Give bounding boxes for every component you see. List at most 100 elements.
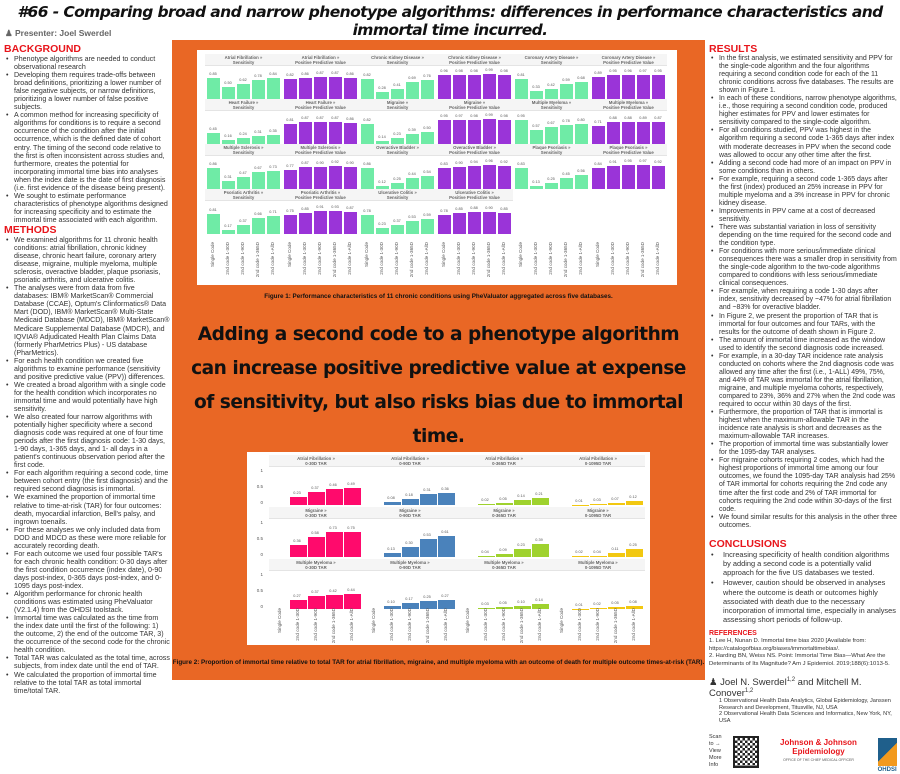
bar-value-label: 0.73 xyxy=(323,526,343,530)
x-tick-label: 2nd code 1-365D xyxy=(425,608,430,644)
bar-value-label: 0.39 xyxy=(529,538,549,542)
bar xyxy=(344,167,357,190)
reference-1: 1. Lee H, Nunan D. Immortal time bias 20… xyxy=(709,638,897,653)
x-tick-label: Single Code xyxy=(595,242,600,278)
x-tick-label: 2nd code 1-90D xyxy=(394,242,399,278)
y-tick-label: 1 xyxy=(253,520,263,525)
x-tick-label: Single Code xyxy=(277,608,282,644)
bar xyxy=(560,84,573,99)
bullet-item: For each outcome we used four possible T… xyxy=(4,550,170,590)
bar xyxy=(515,168,528,189)
bar-value-label: 0.21 xyxy=(529,492,549,496)
bar xyxy=(453,167,466,190)
bar-value-label: 0.78 xyxy=(357,209,377,213)
jj-logo-subtext: OFFICE OF THE CHIEF MEDICAL OFFICER xyxy=(765,756,871,765)
x-tick-label: 2nd code 1-AllD xyxy=(443,608,448,644)
panel-header: Psoriatic Arthritis »Positive Predictive… xyxy=(282,189,359,201)
bar xyxy=(652,122,665,144)
bar xyxy=(222,181,235,189)
bar xyxy=(384,502,401,505)
bar-value-label: 0.37 xyxy=(233,219,253,223)
bar-value-label: 0.45 xyxy=(203,127,223,131)
x-tick-label: Single Code xyxy=(465,608,470,644)
bar xyxy=(532,498,549,505)
bar xyxy=(530,186,543,189)
authors: ♟ Joel N. Swerdel1,2 and Mitchell M. Con… xyxy=(709,676,897,698)
panel-header: Atrial Fibrillation »0-365D TAR xyxy=(457,455,551,467)
bar xyxy=(252,136,265,144)
ohdsi-logo: OHDSI xyxy=(878,738,897,766)
bullet-item: We sought to estimate performance charac… xyxy=(4,192,170,224)
bar xyxy=(652,75,665,99)
x-tick-label: 2nd code 1-30D xyxy=(483,608,488,644)
bullet-item: We examined the proportion of immortal t… xyxy=(4,493,170,525)
bullet-item: We examined algorithms for 11 chronic he… xyxy=(4,236,170,284)
x-tick-label: 2nd code 1-AllD xyxy=(347,242,352,278)
bar-value-label: 0.87 xyxy=(648,116,668,120)
x-tick-label: 2nd code 1-365D xyxy=(486,242,491,278)
bar-value-label: 0.03 xyxy=(587,498,607,502)
presenter-name: Presenter: Joel Swerdel xyxy=(15,28,111,38)
bar xyxy=(326,532,343,557)
right-column: RESULTS In the first analysis, we estima… xyxy=(709,43,897,769)
bar xyxy=(314,167,327,190)
bar xyxy=(515,79,528,99)
bar-value-label: 0.47 xyxy=(233,171,253,175)
bar-value-label: 0.75 xyxy=(341,526,361,530)
y-tick-label: 0.5 xyxy=(253,588,263,593)
footer-logos: Scan to → View More Info Johnson & Johns… xyxy=(709,734,897,769)
bar xyxy=(406,82,419,99)
bullet-item: There was substantial variation in loss … xyxy=(709,224,897,248)
panel-tar: 0-90D TAR xyxy=(363,461,457,466)
bar xyxy=(284,215,297,234)
author-2-affil: 1,2 xyxy=(745,688,753,694)
panel-tar: 0-30D TAR xyxy=(269,513,363,518)
bar xyxy=(326,489,343,505)
bar xyxy=(592,126,605,144)
x-tick-label: 2nd code 1-90D xyxy=(625,242,630,278)
x-tick-label: Single Code xyxy=(559,608,564,644)
bar xyxy=(308,492,325,505)
bar-value-label: 0.35 xyxy=(263,129,283,133)
x-tick-label: 2nd code 1-AllD xyxy=(424,242,429,278)
bar-value-label: 0.27 xyxy=(435,594,455,598)
bullet-item: For each algorithm requiring a second co… xyxy=(4,469,170,493)
bar xyxy=(514,500,531,505)
bar-value-label: 0.42 xyxy=(323,589,343,593)
person-icon: ♟ xyxy=(5,28,15,38)
x-tick-label: 2nd code 1-30D xyxy=(379,242,384,278)
bullet-item: For example, when requiring a code 1-30 … xyxy=(709,288,897,312)
bar xyxy=(252,80,265,100)
x-tick-label: 2nd code 1-30D xyxy=(456,242,461,278)
bullet-item: The proportion of immortal time was subs… xyxy=(709,441,897,457)
bullet-item: Immortal time was calculated as the time… xyxy=(4,614,170,654)
bar xyxy=(344,123,357,145)
panel-header: Plaque Psoriasis »Positive Predictive Va… xyxy=(590,144,667,156)
panel-metric: Sensitivity xyxy=(359,150,436,155)
bar-value-label: 0.08 xyxy=(623,600,643,604)
y-tick-label: 1 xyxy=(253,572,263,577)
bullet-item: Furthermore, the proportion of TAR that … xyxy=(709,409,897,441)
bar-value-label: 0.05 xyxy=(493,601,513,605)
x-tick-label: 2nd code 1-30D xyxy=(533,242,538,278)
panel-header: Coronary Artery Disease »Positive Predic… xyxy=(590,54,667,66)
bar xyxy=(420,539,437,557)
bar xyxy=(652,166,665,189)
bullet-item: We also created four narrow algorithms w… xyxy=(4,413,170,469)
bullet-item: For migraine cohorts requiring 2 codes, … xyxy=(709,457,897,513)
bar xyxy=(376,228,389,234)
bar xyxy=(608,503,625,505)
bar xyxy=(284,170,297,189)
bar xyxy=(438,536,455,557)
y-tick-label: 1 xyxy=(253,468,263,473)
bullet-item: In Figure 2, we present the proportion o… xyxy=(709,313,897,337)
qr-code[interactable] xyxy=(733,736,760,768)
bar-value-label: 0.25 xyxy=(623,543,643,547)
panel-header: Migraine »Sensitivity xyxy=(359,99,436,111)
x-tick-label: Single Code xyxy=(441,242,446,278)
bar-value-label: 0.25 xyxy=(387,177,407,181)
bar xyxy=(483,119,496,144)
bullet-item: Algorithm performance for chronic health… xyxy=(4,590,170,614)
